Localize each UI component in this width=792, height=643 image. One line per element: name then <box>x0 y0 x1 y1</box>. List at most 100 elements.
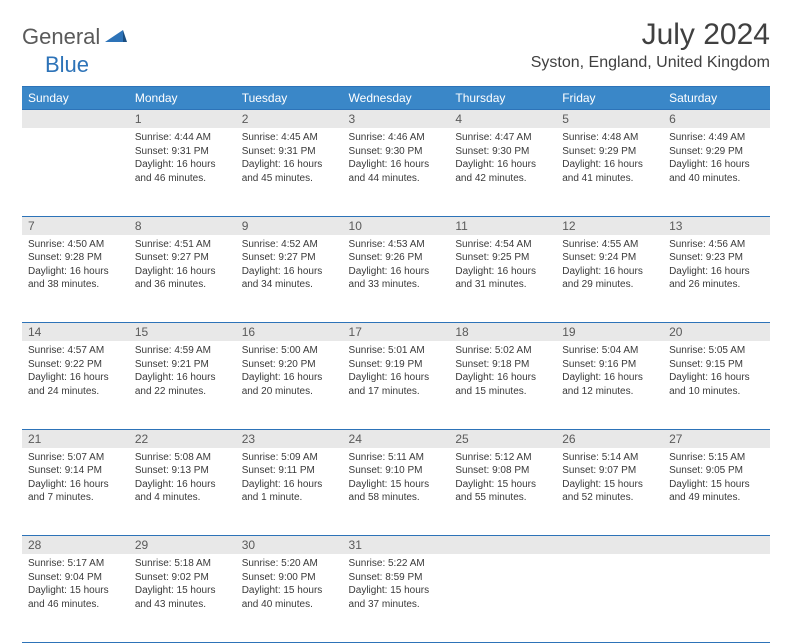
day-number: 22 <box>129 429 236 448</box>
sunrise-label: Sunrise: <box>455 345 492 356</box>
day-cell: Sunrise: 4:55 AMSunset: 9:24 PMDaylight:… <box>556 235 663 323</box>
day-cell: Sunrise: 4:50 AMSunset: 9:28 PMDaylight:… <box>22 235 129 323</box>
weekday-wednesday: Wednesday <box>343 87 450 110</box>
daylight-label: Daylight: <box>562 159 601 170</box>
daylight-label: Daylight: <box>135 372 174 383</box>
day-cell: Sunrise: 4:49 AMSunset: 9:29 PMDaylight:… <box>663 128 770 216</box>
weekday-monday: Monday <box>129 87 236 110</box>
day-cell: Sunrise: 5:15 AMSunset: 9:05 PMDaylight:… <box>663 448 770 536</box>
daynum-row: 14151617181920 <box>22 323 770 342</box>
sunrise-value: 4:45 AM <box>281 132 318 143</box>
sunset-label: Sunset: <box>28 359 62 370</box>
sunrise-value: 5:22 AM <box>388 558 425 569</box>
sunrise-label: Sunrise: <box>28 558 65 569</box>
sunrise-label: Sunrise: <box>242 132 279 143</box>
sunset-value: 9:14 PM <box>65 465 102 476</box>
sunset-label: Sunset: <box>242 252 276 263</box>
sunrise-value: 4:44 AM <box>174 132 211 143</box>
sunrise-value: 5:18 AM <box>174 558 211 569</box>
weekday-thursday: Thursday <box>449 87 556 110</box>
sunset-value: 9:25 PM <box>492 252 529 263</box>
day-cell: Sunrise: 5:02 AMSunset: 9:18 PMDaylight:… <box>449 341 556 429</box>
sunset-label: Sunset: <box>669 465 703 476</box>
day-cell-content: Sunrise: 5:02 AMSunset: 9:18 PMDaylight:… <box>449 341 556 403</box>
daylight-label: Daylight: <box>28 479 67 490</box>
day-number: 9 <box>236 216 343 235</box>
day-cell-content: Sunrise: 4:48 AMSunset: 9:29 PMDaylight:… <box>556 128 663 190</box>
calendar-table: Sunday Monday Tuesday Wednesday Thursday… <box>22 86 770 643</box>
sunset-value: 9:21 PM <box>172 359 209 370</box>
sunrise-label: Sunrise: <box>242 345 279 356</box>
day-cell-content: Sunrise: 4:51 AMSunset: 9:27 PMDaylight:… <box>129 235 236 297</box>
sunrise-value: 5:12 AM <box>495 452 532 463</box>
sunset-label: Sunset: <box>135 146 169 157</box>
day-number: 16 <box>236 323 343 342</box>
daylight-label: Daylight: <box>242 585 281 596</box>
day-number: 14 <box>22 323 129 342</box>
day-number: 10 <box>343 216 450 235</box>
sunset-label: Sunset: <box>135 359 169 370</box>
sunset-value: 9:24 PM <box>599 252 636 263</box>
week-row: Sunrise: 4:44 AM Sunset: 9:31 PM Daylight:… <box>22 128 770 216</box>
sunrise-value: 5:20 AM <box>281 558 318 569</box>
daylight-label: Daylight: <box>562 372 601 383</box>
sunset-label: Sunset: <box>28 572 62 583</box>
daylight-label: Daylight: <box>669 266 708 277</box>
daylight-label: Daylight: <box>669 372 708 383</box>
sunrise-label: Sunrise: <box>28 345 65 356</box>
day-cell: Sunrise: 5:01 AMSunset: 9:19 PMDaylight:… <box>343 341 450 429</box>
day-cell: Sunrise: 4:47 AMSunset: 9:30 PMDaylight:… <box>449 128 556 216</box>
sunset-value: 9:02 PM <box>172 572 209 583</box>
day-cell: Sunrise: 5:09 AMSunset: 9:11 PMDaylight:… <box>236 448 343 536</box>
daylight-label: Daylight: <box>28 372 67 383</box>
day-cell-content: Sunrise: 5:14 AMSunset: 9:07 PMDaylight:… <box>556 448 663 510</box>
day-cell: Sunrise: 4:51 AMSunset: 9:27 PMDaylight:… <box>129 235 236 323</box>
sunset-label: Sunset: <box>669 359 703 370</box>
daylight-label: Daylight: <box>349 479 388 490</box>
sunrise-label: Sunrise: <box>242 558 279 569</box>
daylight-label: Daylight: <box>562 479 601 490</box>
daylight-label: Daylight: <box>28 585 67 596</box>
day-cell <box>556 554 663 642</box>
sunset-value: 9:29 PM <box>706 146 743 157</box>
sunrise-value: 5:17 AM <box>67 558 104 569</box>
daynum-row: 123456 <box>22 110 770 129</box>
day-number: 28 <box>22 536 129 555</box>
sunset-label: Sunset: <box>242 146 276 157</box>
sunset-value: 9:31 PM <box>278 146 315 157</box>
day-cell-content: Sunrise: 5:15 AMSunset: 9:05 PMDaylight:… <box>663 448 770 510</box>
week-row: Sunrise: 4:50 AMSunset: 9:28 PMDaylight:… <box>22 235 770 323</box>
day-number: 13 <box>663 216 770 235</box>
sunset-label: Sunset: <box>349 146 383 157</box>
sunset-value: 9:07 PM <box>599 465 636 476</box>
day-number: 3 <box>343 110 450 129</box>
sunset-value: 9:27 PM <box>278 252 315 263</box>
day-number: 30 <box>236 536 343 555</box>
sunrise-label: Sunrise: <box>562 239 599 250</box>
sunset-label: Sunset: <box>135 252 169 263</box>
sunset-label: Sunset: <box>669 146 703 157</box>
day-number: 27 <box>663 429 770 448</box>
day-cell: Sunrise: 4:48 AMSunset: 9:29 PMDaylight:… <box>556 128 663 216</box>
sunset-label: Sunset: <box>455 359 489 370</box>
day-number: 31 <box>343 536 450 555</box>
day-cell-content: Sunrise: 5:09 AMSunset: 9:11 PMDaylight:… <box>236 448 343 510</box>
sunrise-value: 5:15 AM <box>709 452 746 463</box>
sunset-label: Sunset: <box>349 252 383 263</box>
day-number: 23 <box>236 429 343 448</box>
sunrise-label: Sunrise: <box>349 558 386 569</box>
daylight-label: Daylight: <box>349 159 388 170</box>
sunset-value: 9:28 PM <box>65 252 102 263</box>
sunrise-label: Sunrise: <box>349 345 386 356</box>
sunrise-label: Sunrise: <box>242 452 279 463</box>
day-number: 11 <box>449 216 556 235</box>
day-cell-content: Sunrise: 5:12 AMSunset: 9:08 PMDaylight:… <box>449 448 556 510</box>
daylight-label: Daylight: <box>349 585 388 596</box>
day-cell: Sunrise: 5:20 AMSunset: 9:00 PMDaylight:… <box>236 554 343 642</box>
sunrise-label: Sunrise: <box>562 345 599 356</box>
day-cell: Sunrise: 4:52 AMSunset: 9:27 PMDaylight:… <box>236 235 343 323</box>
day-cell: Sunrise: 5:11 AMSunset: 9:10 PMDaylight:… <box>343 448 450 536</box>
sunrise-label: Sunrise: <box>135 345 172 356</box>
sunrise-label: Sunrise: <box>135 558 172 569</box>
daylight-label: Daylight: <box>242 479 281 490</box>
